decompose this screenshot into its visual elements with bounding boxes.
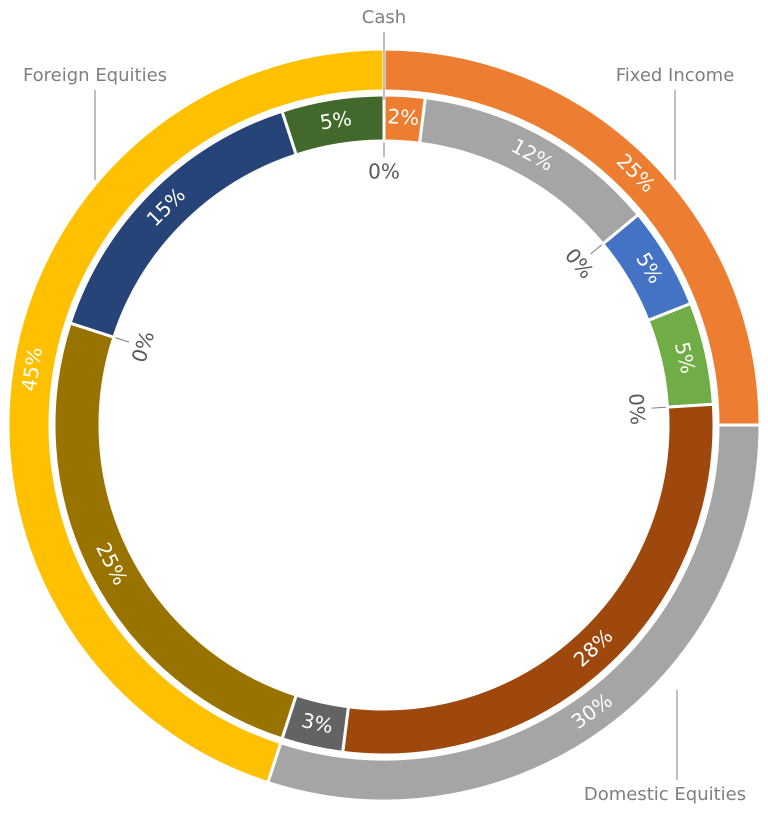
category-label: Foreign Equities [23, 65, 167, 86]
inner-value-label: 0% [368, 160, 400, 184]
category-label: Domestic Equities [584, 784, 746, 805]
inner-value-label: 0% [560, 244, 599, 284]
category-label: Fixed Income [616, 65, 735, 86]
inner-value-label: 5% [318, 106, 353, 135]
inner-segment [340, 402, 716, 757]
outer-segment [6, 47, 386, 785]
inner-segment [280, 93, 386, 157]
inner-value-label: 0% [624, 392, 650, 425]
category-label: Cash [362, 7, 406, 28]
inner-value-label: 2% [387, 104, 420, 130]
inner-value-label: 0% [127, 328, 160, 366]
inner-segment [52, 321, 299, 741]
